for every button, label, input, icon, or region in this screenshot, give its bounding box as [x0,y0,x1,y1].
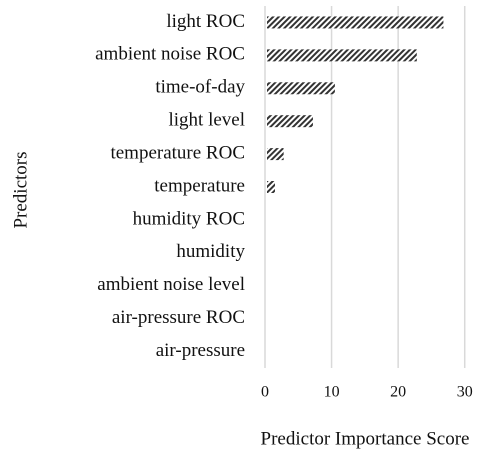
y-tick-label: ambient noise level [97,274,245,295]
bar [267,148,284,161]
y-tick-label: time-of-day [155,77,245,98]
x-tick-label: 20 [390,384,406,401]
y-axis-title: Predictors [10,151,31,228]
y-tick-label: humidity [176,241,245,262]
y-tick-label: air-pressure ROC [112,307,245,328]
x-tick-label: 10 [324,384,340,401]
y-tick-label: air-pressure [156,340,245,361]
x-axis-title: Predictor Importance Score [261,428,470,449]
bar [267,181,275,193]
y-tick-label: light level [168,110,245,131]
bar [267,49,417,62]
y-tick-label: light ROC [166,11,245,32]
bar [267,82,335,95]
y-tick-label: ambient noise ROC [95,44,245,65]
bar [267,115,313,128]
bar [267,16,444,29]
y-tick-label: temperature ROC [110,142,245,163]
x-tick-label: 0 [261,384,269,401]
y-tick-label: temperature [154,175,245,196]
x-tick-label: 30 [457,384,473,401]
y-tick-label: humidity ROC [133,208,245,229]
